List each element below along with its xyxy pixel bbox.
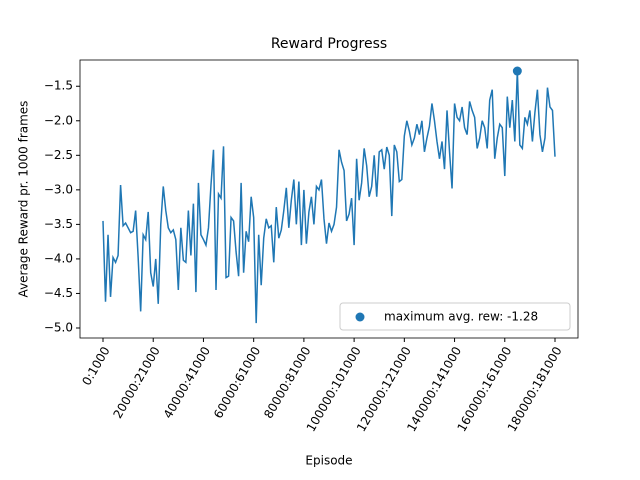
x-tick-label: 140000:141000 [404,344,464,434]
y-tick-label: −1.5 [44,79,73,93]
y-tick-label: −2.5 [44,148,73,162]
x-tick-label: 0:1000 [79,344,112,388]
y-tick-label: −3.5 [44,217,73,231]
chart-title: Reward Progress [271,36,387,52]
y-tick-label: −4.5 [44,286,73,300]
y-tick-label: −4.0 [44,251,73,265]
data-line [102,71,556,324]
legend-marker [355,312,365,322]
x-tick-label: 180000:181000 [505,344,565,434]
x-tick-label: 100000:101000 [304,344,364,434]
x-tick-label: 60000:61000 [211,344,263,421]
y-tick-label: −5.0 [44,320,73,334]
axes-frame [79,59,579,339]
max-point [512,66,522,76]
x-tick-label: 160000:161000 [454,344,514,434]
x-tick-label: 120000:121000 [354,344,414,434]
x-tick-label: 80000:81000 [261,344,313,421]
x-tick-label: 20000:21000 [111,344,163,421]
x-tick-label: 40000:41000 [161,344,213,421]
y-axis-label: Average Reward pr. 1000 frames [17,101,31,298]
y-tick-label: −3.0 [44,182,73,196]
legend-box [339,302,571,331]
x-axis-label: Episode [305,454,352,468]
legend-label: maximum avg. rew: -1.28 [384,310,538,324]
y-tick-label: −2.0 [44,113,73,127]
